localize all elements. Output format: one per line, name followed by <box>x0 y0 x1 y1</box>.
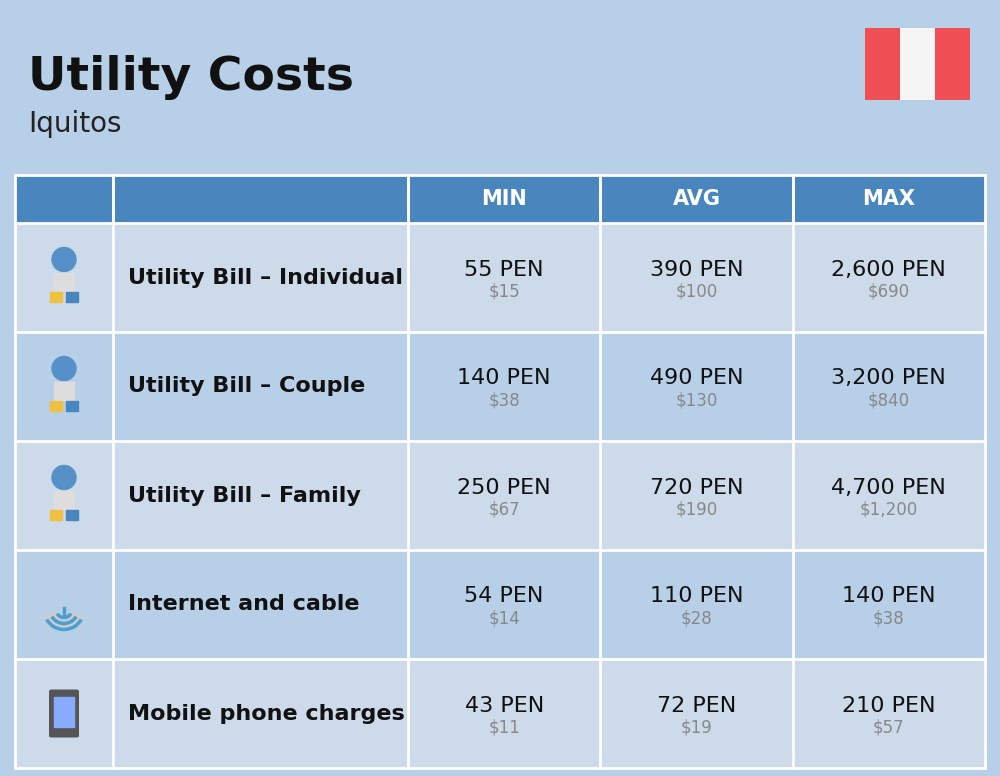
Bar <box>15 441 985 550</box>
Text: $28: $28 <box>681 609 712 628</box>
Bar <box>408 175 600 223</box>
Text: Utility Costs: Utility Costs <box>28 55 354 100</box>
Text: $840: $840 <box>868 392 910 410</box>
Text: 210 PEN: 210 PEN <box>842 695 936 715</box>
Text: $38: $38 <box>488 392 520 410</box>
Text: $1,200: $1,200 <box>860 501 918 518</box>
Bar <box>50 292 62 302</box>
Bar <box>15 550 985 659</box>
Bar <box>66 400 78 411</box>
Text: $11: $11 <box>488 719 520 736</box>
Bar <box>15 659 985 768</box>
Bar <box>15 175 408 223</box>
Text: 250 PEN: 250 PEN <box>457 477 551 497</box>
Text: Internet and cable: Internet and cable <box>128 594 360 615</box>
Text: $14: $14 <box>488 609 520 628</box>
FancyBboxPatch shape <box>49 690 79 737</box>
Circle shape <box>52 356 76 380</box>
Text: 3,200 PEN: 3,200 PEN <box>831 369 946 389</box>
Text: 2,600 PEN: 2,600 PEN <box>831 259 946 279</box>
Text: 140 PEN: 140 PEN <box>457 369 551 389</box>
Text: Utility Bill – Couple: Utility Bill – Couple <box>128 376 365 397</box>
Bar <box>50 510 62 519</box>
Text: $67: $67 <box>488 501 520 518</box>
Text: 72 PEN: 72 PEN <box>657 695 736 715</box>
Text: 43 PEN: 43 PEN <box>465 695 544 715</box>
Text: 4,700 PEN: 4,700 PEN <box>831 477 946 497</box>
Bar <box>54 490 74 508</box>
Bar <box>935 28 970 100</box>
Text: Mobile phone charges: Mobile phone charges <box>128 704 405 723</box>
Bar <box>900 28 935 100</box>
Text: Utility Bill – Individual: Utility Bill – Individual <box>128 268 403 287</box>
Text: Utility Bill – Family: Utility Bill – Family <box>128 486 361 505</box>
Text: 140 PEN: 140 PEN <box>842 587 936 607</box>
Text: $57: $57 <box>873 719 905 736</box>
Text: $690: $690 <box>868 282 910 300</box>
Bar <box>46 612 82 626</box>
Text: 110 PEN: 110 PEN <box>650 587 743 607</box>
Bar <box>50 400 62 411</box>
Text: $130: $130 <box>675 392 718 410</box>
Bar <box>54 382 74 400</box>
Text: MIN: MIN <box>481 189 527 209</box>
Text: $38: $38 <box>873 609 905 628</box>
Text: $190: $190 <box>675 501 718 518</box>
Text: 54 PEN: 54 PEN <box>464 587 544 607</box>
Text: 55 PEN: 55 PEN <box>464 259 544 279</box>
Bar <box>865 28 900 100</box>
Text: 390 PEN: 390 PEN <box>650 259 743 279</box>
Bar <box>15 223 985 332</box>
Text: MAX: MAX <box>862 189 915 209</box>
Text: $19: $19 <box>681 719 712 736</box>
Bar <box>66 510 78 519</box>
Text: $15: $15 <box>488 282 520 300</box>
Bar <box>15 332 985 441</box>
Bar <box>66 292 78 302</box>
Bar <box>793 175 985 223</box>
Text: AVG: AVG <box>672 189 720 209</box>
Text: 720 PEN: 720 PEN <box>650 477 743 497</box>
Bar <box>54 272 74 290</box>
Circle shape <box>52 466 76 490</box>
Bar <box>54 697 74 726</box>
Text: $100: $100 <box>675 282 718 300</box>
Circle shape <box>52 248 76 272</box>
Bar <box>600 175 793 223</box>
Text: 490 PEN: 490 PEN <box>650 369 743 389</box>
Text: Iquitos: Iquitos <box>28 110 122 138</box>
